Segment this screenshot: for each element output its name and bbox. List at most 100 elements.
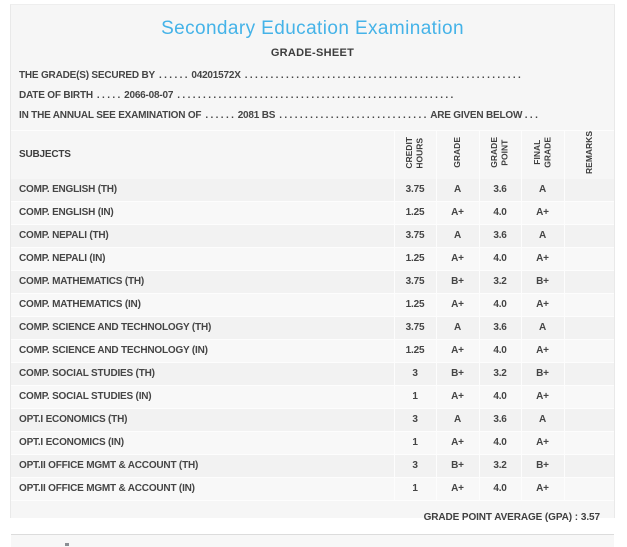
final-grade-cell: A: [520, 408, 564, 432]
subject-cell: COMP. SCIENCE AND TECHNOLOGY (TH): [11, 316, 394, 340]
final-grade-cell: B+: [520, 454, 564, 478]
grade-point-cell: 3.6: [478, 316, 521, 340]
info-line-examination: IN THE ANNUAL SEE EXAMINATION OF. . . . …: [19, 106, 554, 126]
remarks-cell: [563, 178, 614, 202]
grade-sheet-subtitle: GRADE-SHEET: [270, 47, 355, 59]
final-grade-cell: A+: [520, 431, 564, 455]
table-row: OPT.II OFFICE MGMT & ACCOUNT (IN) 1 A+ 4…: [11, 477, 614, 501]
subject-cell: OPT.I ECONOMICS (IN): [11, 431, 394, 455]
remarks-cell: [563, 454, 614, 478]
final-grade-cell: A+: [520, 247, 564, 271]
credit-hours-cell: 3.75: [393, 224, 436, 248]
column-header-grade-point: GRADE POINT: [478, 129, 521, 179]
remarks-cell: [563, 362, 614, 386]
subject-cell: COMP. SCIENCE AND TECHNOLOGY (IN): [11, 339, 394, 363]
table-row: COMP. NEPALI (TH) 3.75 A 3.6 A: [11, 224, 614, 248]
dots: . . . . . .: [205, 110, 234, 121]
remarks-cell: [563, 431, 614, 455]
credit-hours-cell: 3: [393, 454, 436, 478]
grade-point-cell: 4.0: [478, 293, 521, 317]
grade-point-cell: 3.6: [478, 224, 521, 248]
table-row: COMP. ENGLISH (IN) 1.25 A+ 4.0 A+: [11, 201, 614, 225]
dots: . . . . . . . . . . . . . . . . . . . . …: [279, 110, 427, 121]
credit-hours-cell: 1.25: [393, 293, 436, 317]
grade-cell: A: [435, 224, 479, 248]
remarks-cell: [563, 385, 614, 409]
table-row: OPT.I ECONOMICS (IN) 1 A+ 4.0 A+: [11, 431, 614, 455]
credit-hours-cell: 1: [393, 477, 436, 501]
grade-cell: A+: [435, 431, 479, 455]
remarks-cell: [563, 224, 614, 248]
remarks-cell: [563, 201, 614, 225]
info-label: IN THE ANNUAL SEE EXAMINATION OF: [19, 110, 202, 121]
credit-hours-cell: 3.75: [393, 178, 436, 202]
info-suffix: ARE GIVEN BELOW . . .: [430, 110, 538, 121]
grade-point-cell: 3.6: [478, 178, 521, 202]
credit-hours-cell: 3: [393, 362, 436, 386]
remarks-cell: [563, 477, 614, 501]
subject-cell: COMP. ENGLISH (TH): [11, 178, 394, 202]
table-row: COMP. SCIENCE AND TECHNOLOGY (IN) 1.25 A…: [11, 339, 614, 363]
final-grade-cell: A: [520, 224, 564, 248]
grade-cell: A: [435, 408, 479, 432]
table-row: COMP. SOCIAL STUDIES (IN) 1 A+ 4.0 A+: [11, 385, 614, 409]
grade-cell: B+: [435, 362, 479, 386]
remarks-cell: [563, 247, 614, 271]
grade-point-cell: 4.0: [478, 201, 521, 225]
credit-hours-cell: 3.75: [393, 316, 436, 340]
grade-cell: A: [435, 316, 479, 340]
grade-point-cell: 3.6: [478, 408, 521, 432]
remarks-cell: [563, 408, 614, 432]
subject-cell: COMP. NEPALI (TH): [11, 224, 394, 248]
clipped-text-artifact: [65, 542, 69, 546]
grade-table: SUBJECTS CREDIT HOURS GRADE GRADE POINT …: [11, 129, 614, 501]
info-line-date-of-birth: DATE OF BIRTH. . . . . 2066-08-07. . . . …: [19, 86, 554, 106]
grade-cell: A+: [435, 247, 479, 271]
subject-cell: COMP. SOCIAL STUDIES (IN): [11, 385, 394, 409]
credit-hours-cell: 1.25: [393, 247, 436, 271]
credit-hours-cell: 1.25: [393, 339, 436, 363]
gpa-value: 3.57: [580, 511, 600, 523]
subject-cell: COMP. MATHEMATICS (TH): [11, 270, 394, 294]
remarks-cell: [563, 293, 614, 317]
credit-hours-cell: 3.75: [393, 270, 436, 294]
grade-cell: A: [435, 178, 479, 202]
final-grade-cell: A+: [520, 477, 564, 501]
grade-point-cell: 4.0: [478, 339, 521, 363]
credit-hours-cell: 1: [393, 385, 436, 409]
page-title: Secondary Education Examination: [161, 18, 464, 39]
column-header-subjects: SUBJECTS: [11, 129, 394, 179]
grade-point-cell: 4.0: [478, 385, 521, 409]
column-header-remarks: REMARKS: [563, 129, 614, 179]
dots: . . . . . . . . . . . . . . . . . . . . …: [244, 70, 521, 81]
final-grade-cell: A+: [520, 339, 564, 363]
info-label: THE GRADE(S) SECURED BY: [19, 70, 155, 81]
subject-cell: OPT.I ECONOMICS (TH): [11, 408, 394, 432]
final-grade-cell: A+: [520, 293, 564, 317]
info-label: DATE OF BIRTH: [19, 90, 93, 101]
final-grade-cell: A+: [520, 201, 564, 225]
subject-cell: COMP. NEPALI (IN): [11, 247, 394, 271]
table-row: COMP. ENGLISH (TH) 3.75 A 3.6 A: [11, 178, 614, 202]
column-header-credit-hours: CREDIT HOURS: [393, 129, 436, 179]
grade-cell: A+: [435, 385, 479, 409]
table-row: COMP. MATHEMATICS (IN) 1.25 A+ 4.0 A+: [11, 293, 614, 317]
grade-cell: A+: [435, 201, 479, 225]
next-section-partial: [11, 534, 614, 547]
column-header-grade: GRADE: [435, 129, 479, 179]
grade-point-cell: 3.2: [478, 362, 521, 386]
grade-point-cell: 4.0: [478, 477, 521, 501]
table-row: COMP. NEPALI (IN) 1.25 A+ 4.0 A+: [11, 247, 614, 271]
subject-cell: COMP. ENGLISH (IN): [11, 201, 394, 225]
grade-point-cell: 4.0: [478, 431, 521, 455]
grade-cell: A+: [435, 339, 479, 363]
info-line-grades-secured-by: THE GRADE(S) SECURED BY. . . . . . 042015…: [19, 66, 554, 86]
credit-hours-cell: 1.25: [393, 201, 436, 225]
subject-cell: OPT.II OFFICE MGMT & ACCOUNT (TH): [11, 454, 394, 478]
final-grade-cell: B+: [520, 362, 564, 386]
dots: . . . . . .: [158, 70, 188, 81]
grade-point-cell: 3.2: [478, 270, 521, 294]
subject-cell: COMP. SOCIAL STUDIES (TH): [11, 362, 394, 386]
student-info: THE GRADE(S) SECURED BY. . . . . . 042015…: [19, 66, 554, 126]
subject-cell: OPT.II OFFICE MGMT & ACCOUNT (IN): [11, 477, 394, 501]
